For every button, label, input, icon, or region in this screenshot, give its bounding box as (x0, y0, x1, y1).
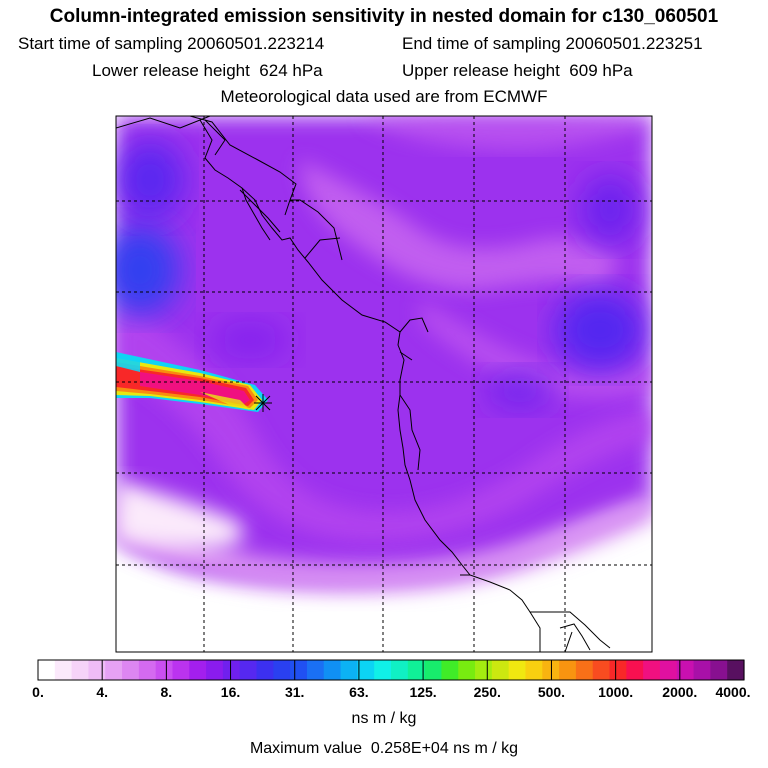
colorbar-swatch (155, 660, 174, 680)
colorbar-swatch (138, 660, 157, 680)
colorbar-swatch (626, 660, 644, 680)
colorbar-swatch (643, 660, 661, 680)
colorbar-swatch (71, 660, 90, 680)
colorbar-swatch (88, 660, 106, 680)
maximum-value: 0.258E+04 ns m / kg (370, 740, 519, 757)
colorbar-swatch (592, 660, 611, 680)
upper-release-value: 609 hPa (569, 61, 633, 80)
colorbar-swatch (206, 660, 224, 680)
colorbar-swatch (189, 660, 207, 680)
lower-release-value: 624 hPa (259, 61, 323, 80)
end-time-label: End time of sampling (402, 34, 561, 53)
colorbar-swatch (575, 660, 594, 680)
colorbar-swatch (659, 660, 678, 680)
colorbar-swatch (424, 660, 443, 680)
colorbar-swatch (239, 660, 258, 680)
maximum-value-text: Maximum value 0.258E+04 ns m / kg (0, 740, 768, 758)
colorbar-swatch (710, 660, 728, 680)
colorbar-tick-label: 125. (409, 684, 437, 700)
colorbar-swatch (441, 660, 459, 680)
lower-release-text: Lower release height 624 hPa (92, 61, 323, 81)
colorbar-tick-label: 31. (284, 684, 305, 700)
colorbar-tick-label: 16. (220, 684, 241, 700)
start-time-label: Start time of sampling (18, 34, 183, 53)
colorbar-swatch (172, 660, 190, 680)
colorbar-swatch (475, 660, 493, 680)
colorbar-swatch (609, 660, 627, 680)
colorbar-tick-label: 1000. (598, 684, 634, 700)
upper-release-label: Upper release height (402, 61, 560, 80)
colorbar-frame (37, 659, 745, 681)
maximum-value-label: Maximum value (249, 740, 362, 757)
colorbar-units: ns m / kg (351, 710, 417, 727)
colorbar-swatch (357, 660, 375, 680)
colorbar-swatch (38, 660, 56, 680)
end-time-text: End time of sampling 20060501.223251 (402, 34, 703, 54)
colorbar-swatch (306, 660, 325, 680)
met-data-text: Meteorological data used are from ECMWF (220, 87, 548, 106)
lower-release-label: Lower release height (92, 61, 250, 80)
end-time-value: 20060501.223251 (565, 34, 703, 53)
map-title: Column-integrated emission sensitivity i… (49, 6, 719, 27)
colorbar-swatch (222, 660, 241, 680)
start-time-text: Start time of sampling 20060501.223214 (18, 34, 324, 54)
colorbar-swatch (323, 660, 342, 680)
colorbar-swatch (54, 660, 73, 680)
colorbar-swatch (290, 660, 308, 680)
colorbar-swatch (491, 660, 510, 680)
colorbar-swatch (391, 660, 409, 680)
colorbar-swatch (122, 660, 140, 680)
colorbar-tick-label: 4. (96, 684, 109, 700)
country-borders (241, 187, 541, 652)
sensitivity-field (116, 116, 652, 652)
colorbar-tick-label: 8. (160, 684, 173, 700)
release-point-marker (254, 394, 272, 412)
colorbar-swatch (693, 660, 711, 680)
colorbar-swatch (374, 660, 392, 680)
graticule (116, 116, 652, 652)
colorbar-tick-label: 63. (349, 684, 369, 700)
colorbar-swatch (508, 660, 527, 680)
colorbar-swatch (727, 660, 745, 680)
start-time-value: 20060501.223214 (187, 34, 325, 53)
colorbar-swatch (458, 660, 476, 680)
colorbar-tick-label: 500. (537, 684, 566, 700)
colorbar (37, 660, 745, 680)
colorbar-swatch (273, 660, 291, 680)
upper-release-text: Upper release height 609 hPa (402, 61, 633, 81)
colorbar-tick-label: 250. (473, 684, 501, 700)
colorbar-swatch (676, 660, 695, 680)
colorbar-tick-label: 2000. (662, 684, 698, 700)
colorbar-swatch (256, 660, 274, 680)
colorbar-swatch (559, 660, 577, 680)
map-frame (115, 115, 653, 653)
colorbar-tick-label: 4000. (715, 684, 751, 700)
colorbar-swatch (340, 660, 358, 680)
plume (116, 352, 268, 412)
colorbar-swatch (105, 660, 123, 680)
colorbar-tick-label: 0. (32, 684, 44, 700)
colorbar-swatch (525, 660, 543, 680)
colorbar-swatch (407, 660, 426, 680)
